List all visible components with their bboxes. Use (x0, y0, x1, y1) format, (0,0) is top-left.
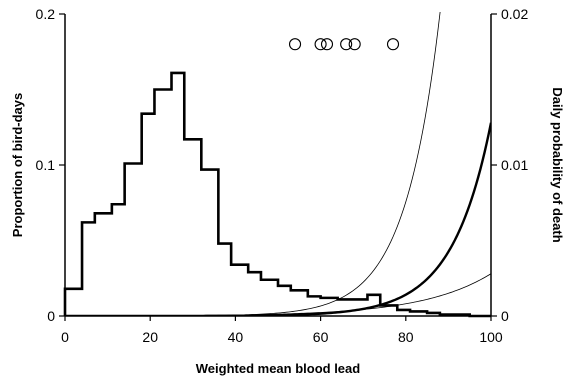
right-y-tick-label: 0.02 (501, 6, 528, 22)
mortality-curve-thin (65, 273, 491, 316)
observed-death-point (348, 38, 361, 51)
mortality-curve-thin (65, 12, 441, 316)
observed-death-point (386, 38, 400, 51)
left-y-tick-label: 0.2 (36, 6, 56, 22)
x-tick-label: 80 (398, 329, 414, 345)
x-tick-label: 0 (61, 329, 69, 345)
x-tick-label: 20 (142, 329, 158, 345)
tick-group (59, 13, 497, 321)
right-y-tick-label: 0 (501, 308, 509, 324)
right-y-tick-label: 0.01 (501, 157, 528, 173)
chart-axes (64, 14, 492, 317)
observed-death-point (288, 38, 302, 51)
x-tick-label: 100 (479, 329, 503, 345)
left-y-axis-title: Proportion of bird-days (10, 93, 25, 237)
plot-area (63, 12, 491, 318)
observed-death-point (340, 38, 353, 51)
left-y-tick-label: 0 (47, 308, 55, 324)
tick-label-group: 0 20 40 60 80 100 0 0.1 0.2 0 0.01 0.02 (36, 6, 529, 345)
bird-days-histogram (63, 71, 491, 318)
left-y-tick-label: 0.1 (36, 157, 56, 173)
x-tick-label: 60 (313, 329, 329, 345)
x-tick-label: 40 (228, 329, 244, 345)
right-y-axis-title: Daily probability of death (550, 87, 565, 242)
x-axis-title: Weighted mean blood lead (196, 361, 361, 376)
observed-death-point (320, 38, 334, 51)
observed-death-point (314, 38, 327, 51)
